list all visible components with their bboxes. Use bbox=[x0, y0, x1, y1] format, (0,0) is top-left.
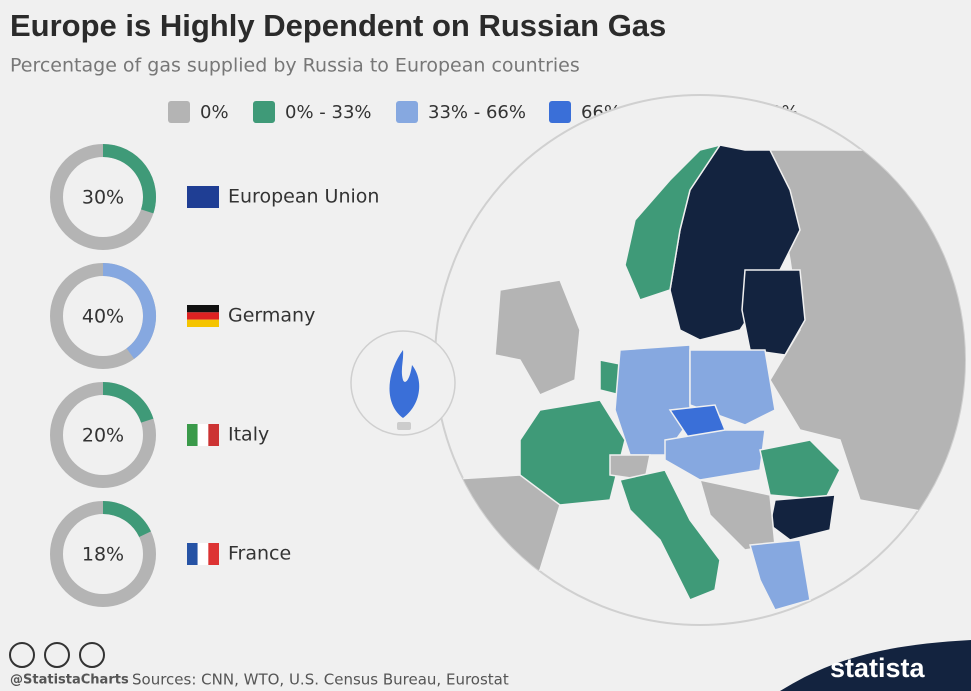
donut-title: Italy bbox=[228, 424, 269, 446]
legend-swatch bbox=[396, 101, 418, 123]
central bbox=[664, 429, 766, 481]
donut-segment bbox=[102, 263, 156, 359]
iberia bbox=[439, 474, 561, 601]
donut-title: France bbox=[228, 543, 291, 565]
donut-label: 40% bbox=[82, 306, 124, 328]
legend-swatch bbox=[253, 101, 275, 123]
cc-icons bbox=[9, 642, 105, 668]
flag bbox=[187, 319, 219, 327]
sources: Sources: CNN, WTO, U.S. Census Bureau, E… bbox=[132, 671, 509, 689]
flag bbox=[197, 543, 209, 565]
legend-label: 0% bbox=[200, 102, 229, 123]
flag bbox=[208, 424, 219, 446]
baltics bbox=[741, 269, 806, 356]
flag bbox=[208, 543, 219, 565]
donut-title: Germany bbox=[228, 305, 315, 327]
title: Europe is Highly Dependent on Russian Ga… bbox=[10, 8, 666, 43]
flag bbox=[187, 543, 198, 565]
donuts: 30% European Union 40% Germany 20% Italy 18% Fr… bbox=[50, 144, 379, 607]
brand-band bbox=[780, 640, 971, 691]
romania bbox=[759, 439, 841, 501]
uk-ireland bbox=[494, 279, 581, 396]
donut-label: 20% bbox=[82, 425, 124, 447]
donut-title: European Union bbox=[228, 186, 379, 208]
norway bbox=[624, 143, 722, 301]
donut-label: 18% bbox=[82, 544, 124, 566]
flag bbox=[197, 424, 209, 446]
donut-label: 30% bbox=[82, 187, 124, 209]
legend-label: 0% - 33% bbox=[285, 102, 372, 123]
legend-swatch bbox=[168, 101, 190, 123]
handle: @StatistaCharts bbox=[10, 673, 129, 688]
italy bbox=[619, 469, 721, 601]
subtitle: Percentage of gas supplied by Russia to … bbox=[10, 55, 580, 77]
legend-label: 33% - 66% bbox=[428, 102, 526, 123]
donut-segment bbox=[102, 501, 151, 538]
donut-segment bbox=[102, 144, 156, 214]
gas-burner bbox=[397, 422, 411, 430]
flag bbox=[187, 424, 198, 446]
flag bbox=[187, 305, 219, 313]
map bbox=[350, 94, 966, 626]
brand: statista bbox=[830, 653, 926, 683]
legend-swatch bbox=[549, 101, 571, 123]
flag bbox=[187, 312, 219, 320]
donut-segment bbox=[102, 382, 154, 423]
gas-flame bbox=[389, 350, 420, 418]
flag bbox=[187, 186, 219, 208]
france bbox=[519, 399, 626, 506]
greece bbox=[749, 539, 811, 611]
